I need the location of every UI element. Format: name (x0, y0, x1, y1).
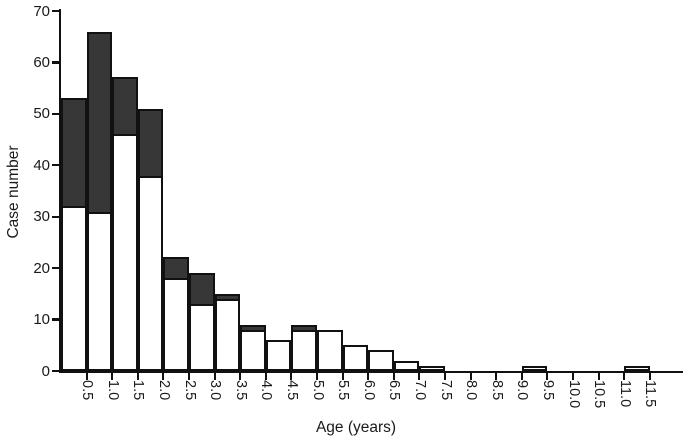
x-tick-mark (520, 373, 523, 381)
bar-segment-white (368, 350, 394, 371)
y-tick-mark (52, 61, 60, 64)
y-tick-mark (52, 112, 60, 116)
x-tick-mark (443, 373, 447, 381)
y-axis-line (59, 9, 62, 373)
bar-segment-white (291, 330, 317, 371)
bar-segment-dark (112, 77, 138, 136)
y-tick-label: 70 (33, 2, 50, 20)
x-tick-mark (418, 373, 421, 381)
bar-segment-white (214, 299, 241, 371)
y-tick-mark (52, 164, 60, 167)
x-tick-mark (341, 373, 344, 381)
bar-segment-white (265, 340, 292, 371)
x-tick-label: 8.0 (463, 380, 480, 401)
x-tick-mark (495, 373, 498, 381)
y-tick-mark (52, 9, 60, 13)
x-tick-label: 2.5 (181, 380, 198, 401)
bar-segment-dark (189, 273, 215, 306)
x-tick-label: 0.5 (79, 380, 96, 401)
bar-segment-white (240, 330, 266, 371)
x-tick-label: 3.5 (232, 380, 249, 401)
x-tick-mark (162, 373, 165, 381)
x-tick-label: 2.0 (155, 380, 172, 401)
bar-segment-dark (137, 109, 164, 178)
x-tick-label: 3.0 (207, 380, 224, 401)
y-tick-label: 40 (33, 156, 50, 174)
bar-segment-dark (291, 325, 317, 332)
y-tick-label: 50 (33, 105, 50, 123)
x-tick-mark (239, 373, 242, 381)
x-tick-mark (623, 373, 626, 381)
x-tick-mark (315, 373, 319, 381)
x-tick-label: 10.5 (591, 380, 608, 409)
x-tick-label: 4.5 (283, 380, 300, 401)
bar-segment-white (521, 366, 548, 371)
bar-segment-white (189, 304, 215, 371)
y-tick-label: 10 (33, 311, 50, 329)
x-tick-mark (290, 373, 293, 381)
y-tick-label: 30 (33, 208, 50, 226)
x-tick-label: 10.0 (565, 380, 582, 409)
bar-segment-white (61, 206, 87, 371)
bar-segment-white (163, 278, 189, 371)
x-tick-mark (546, 373, 549, 381)
x-tick-mark (187, 373, 191, 381)
x-tick-label: 7.5 (437, 380, 454, 401)
bar-segment-dark (240, 325, 266, 332)
x-tick-label: 1.0 (104, 380, 121, 401)
x-tick-mark (213, 373, 216, 381)
x-tick-label: 11.0 (616, 380, 633, 408)
x-tick-mark (367, 373, 370, 381)
bar-segment-dark (61, 98, 87, 208)
x-axis-line (59, 371, 683, 374)
x-tick-label: 6.5 (386, 380, 403, 401)
x-tick-mark (571, 373, 575, 381)
x-tick-mark (136, 373, 139, 381)
plot-area (61, 11, 683, 371)
y-tick-mark (52, 215, 60, 218)
bar-segment-white (419, 366, 445, 371)
x-tick-label: 4.0 (258, 380, 275, 401)
bar-segment-white (137, 176, 164, 371)
y-tick-mark (52, 318, 60, 321)
bar-segment-dark (163, 257, 189, 280)
x-tick-mark (469, 373, 472, 381)
bar-segment-white (317, 330, 343, 371)
x-tick-label: 1.5 (130, 380, 147, 401)
bar-segment-dark (214, 294, 241, 301)
y-tick-mark (52, 266, 60, 270)
x-tick-label: 7.0 (411, 380, 428, 401)
x-tick-mark (597, 373, 600, 381)
x-tick-mark (264, 373, 267, 381)
x-tick-mark (648, 373, 651, 381)
bar-segment-white (342, 345, 369, 371)
y-tick-label: 20 (33, 259, 50, 277)
x-tick-label: 8.5 (488, 380, 505, 401)
bar-segment-white (624, 366, 650, 371)
x-tick-label: 9.5 (539, 380, 556, 401)
y-tick-label: 0 (41, 362, 50, 380)
y-tick-label: 60 (33, 53, 50, 71)
bar-segment-dark (86, 32, 113, 214)
x-tick-mark (85, 373, 88, 381)
x-tick-label: 5.5 (335, 380, 352, 401)
bar-segment-white (86, 212, 113, 371)
x-tick-label: 6.0 (360, 380, 377, 401)
y-tick-mark (52, 369, 60, 373)
x-tick-label: 11.5 (642, 380, 659, 408)
x-tick-mark (111, 373, 114, 381)
x-axis-title: Age (years) (315, 419, 397, 436)
bar-segment-white (112, 134, 138, 371)
x-tick-label: 9.0 (514, 380, 531, 401)
x-tick-label: 5.0 (309, 380, 326, 401)
x-tick-mark (392, 373, 395, 381)
bar-segment-white (393, 361, 420, 371)
